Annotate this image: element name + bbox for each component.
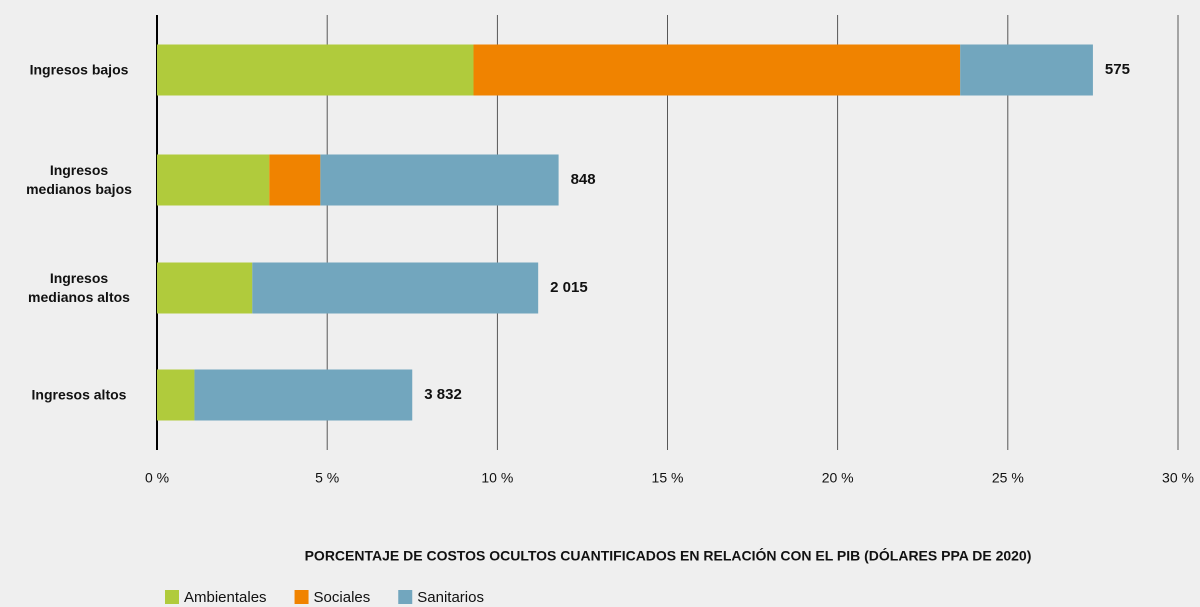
bar-segment [157,44,474,96]
bar-segment [252,262,539,314]
category-label: Ingresos bajos [29,61,129,78]
x-tick-label: 0 % [145,470,169,486]
bar-annotation: 2 015 [550,279,588,296]
x-tick-label: 20 % [822,470,854,486]
bar-segment [157,154,270,206]
x-tick-label: 5 % [315,470,339,486]
bar-segment [157,369,195,421]
category-label: Ingresos medianos altos [28,270,130,305]
bar-annotation: 575 [1105,61,1130,78]
legend-swatch [398,590,413,604]
bar-segment [960,44,1093,96]
bar-segment [473,44,961,96]
legend-label: Ambientales [184,589,267,606]
legend-label: Sociales [314,589,371,606]
bar-segment [320,154,559,206]
bar-annotation: 3 832 [424,386,462,403]
bar-segment [157,262,253,314]
bar-segment [194,369,413,421]
legend-label: Sanitarios [417,589,484,606]
bar-segment [269,154,321,206]
category-label: Ingresos altos [31,386,127,403]
x-tick-label: 10 % [481,470,513,486]
legend-swatch [294,590,309,604]
bar-annotation: 848 [571,171,596,188]
x-tick-label: 25 % [992,470,1024,486]
x-tick-label: 30 % [1162,470,1194,486]
legend-swatch [165,590,179,604]
x-tick-label: 15 % [652,470,684,486]
x-axis-title: PORCENTAJE DE COSTOS OCULTOS CUANTIFICAD… [305,547,1032,564]
category-label: Ingresos medianos bajos [26,162,132,197]
